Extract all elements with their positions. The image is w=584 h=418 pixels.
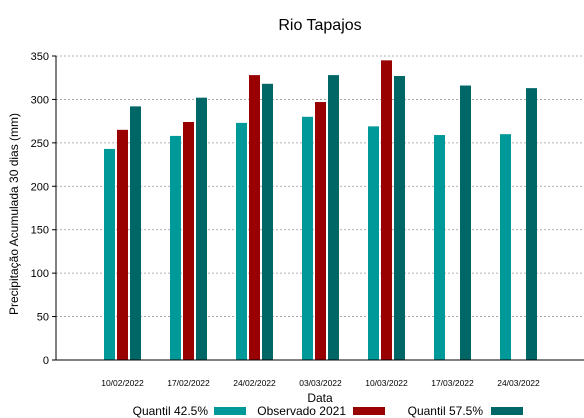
bar-quantil-57 bbox=[460, 85, 471, 360]
y-tick-labels: 0 50 100 150 200 250 300 350 bbox=[31, 51, 56, 367]
x-tick-label: 17/02/2022 bbox=[167, 378, 210, 388]
y-tick-label: 350 bbox=[31, 51, 49, 63]
axes bbox=[55, 56, 584, 361]
y-tick-label: 0 bbox=[43, 355, 49, 367]
bar-quantil-42 bbox=[368, 126, 379, 361]
x-tick-label: 10/03/2022 bbox=[365, 378, 408, 388]
x-tick-label: 24/03/2022 bbox=[497, 378, 540, 388]
bar-quantil-57 bbox=[526, 88, 537, 360]
bar-quantil-42 bbox=[236, 122, 247, 360]
x-axis-label: Data bbox=[307, 391, 333, 405]
legend-swatch bbox=[214, 407, 246, 415]
bar-quantil-57 bbox=[130, 106, 141, 361]
y-tick-label: 250 bbox=[31, 138, 49, 150]
bar-quantil-57 bbox=[196, 97, 207, 360]
y-tick-label: 300 bbox=[31, 94, 49, 106]
bar-quantil-57 bbox=[394, 75, 405, 360]
bar-quantil-42 bbox=[104, 148, 115, 360]
bar-quantil-57 bbox=[262, 83, 273, 361]
bar-observado bbox=[381, 60, 392, 360]
legend-label: Observado 2021 bbox=[257, 404, 346, 418]
legend-label: Quantil 57.5% bbox=[408, 404, 484, 418]
chart-title: Rio Tapajos bbox=[278, 17, 361, 34]
x-tick-label: 03/03/2022 bbox=[299, 378, 342, 388]
legend: Quantil 42.5% Observado 2021 Quantil 57.5% bbox=[133, 404, 523, 418]
bars bbox=[104, 60, 537, 361]
bar-quantil-42 bbox=[302, 116, 313, 360]
y-axis-label: Precipitação Acumulada 30 dias (mm) bbox=[7, 113, 21, 315]
bar-quantil-42 bbox=[500, 134, 511, 360]
x-tick-label: 17/03/2022 bbox=[431, 378, 474, 388]
bar-quantil-57 bbox=[328, 75, 339, 360]
bar-observado bbox=[249, 75, 260, 360]
x-tick-label: 24/02/2022 bbox=[233, 378, 276, 388]
y-tick-label: 100 bbox=[31, 268, 49, 280]
bar-observado bbox=[183, 122, 194, 360]
legend-swatch bbox=[491, 407, 523, 415]
bar-observado bbox=[315, 102, 326, 360]
x-tick-label: 10/02/2022 bbox=[101, 378, 144, 388]
y-tick-label: 50 bbox=[37, 312, 49, 324]
x-tick-labels: 10/02/2022 17/02/2022 24/02/2022 03/03/2022… bbox=[101, 378, 540, 388]
y-tick-label: 150 bbox=[31, 225, 49, 237]
legend-label: Quantil 42.5% bbox=[133, 404, 209, 418]
bar-quantil-42 bbox=[170, 135, 181, 360]
bar-observado bbox=[117, 129, 128, 360]
y-tick-label: 200 bbox=[31, 181, 49, 193]
legend-swatch bbox=[353, 407, 385, 415]
bar-quantil-42 bbox=[434, 135, 445, 360]
